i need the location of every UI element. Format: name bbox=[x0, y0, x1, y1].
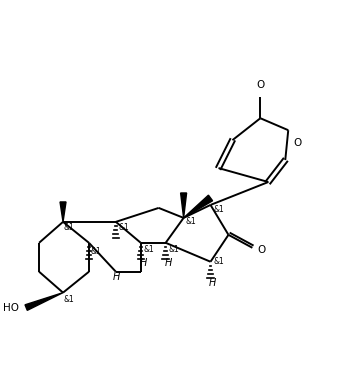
Text: O: O bbox=[256, 80, 265, 90]
Text: O: O bbox=[257, 245, 266, 255]
Text: &1: &1 bbox=[144, 245, 155, 254]
Text: H: H bbox=[140, 258, 147, 268]
Text: H: H bbox=[165, 258, 172, 268]
Text: &1: &1 bbox=[185, 217, 196, 226]
Text: &1: &1 bbox=[119, 223, 130, 232]
Text: &1: &1 bbox=[169, 245, 179, 254]
Text: H: H bbox=[209, 278, 216, 288]
Polygon shape bbox=[60, 202, 66, 222]
Text: O: O bbox=[293, 138, 302, 148]
Text: &1: &1 bbox=[91, 247, 102, 256]
Text: HO: HO bbox=[3, 303, 19, 313]
Text: &1: &1 bbox=[63, 223, 74, 232]
Polygon shape bbox=[184, 195, 213, 218]
Text: &1: &1 bbox=[213, 257, 224, 266]
Polygon shape bbox=[181, 193, 187, 218]
Text: &1: &1 bbox=[63, 295, 74, 304]
Text: H: H bbox=[113, 272, 121, 282]
Polygon shape bbox=[25, 293, 63, 310]
Text: &1: &1 bbox=[213, 205, 224, 215]
